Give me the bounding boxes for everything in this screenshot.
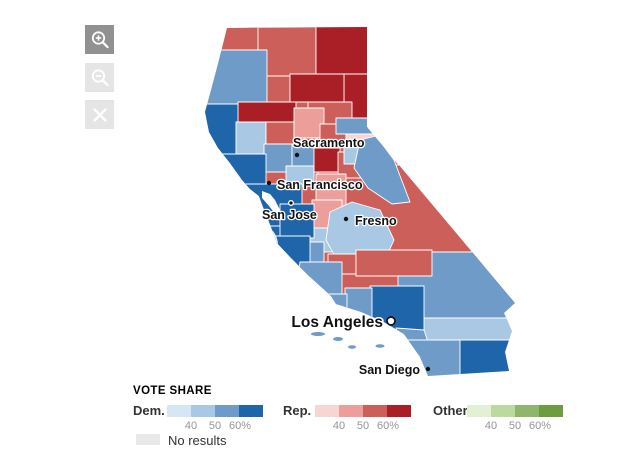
city-label-san-francisco: San Francisco: [277, 178, 363, 192]
zoom-in-button[interactable]: [85, 25, 114, 54]
city-label-sacramento: Sacramento: [293, 136, 365, 150]
map-region[interactable]: [283, 261, 343, 299]
city-label-san-jose: San Jose: [262, 208, 317, 222]
map-region[interactable]: [289, 73, 345, 103]
city-ring-los-angeles: [386, 316, 396, 326]
sf-bay-water: [262, 191, 280, 215]
map-region[interactable]: [355, 249, 433, 277]
map-region[interactable]: [261, 235, 311, 279]
map-region[interactable]: [335, 117, 383, 135]
city-dot-fresno: [343, 216, 349, 222]
island[interactable]: [348, 345, 356, 349]
map-region[interactable]: [198, 49, 268, 105]
island[interactable]: [311, 332, 325, 336]
close-icon: [92, 107, 107, 122]
city-dot-san-jose: [288, 200, 294, 206]
map-region[interactable]: [313, 147, 341, 173]
zoom-out-icon: [91, 68, 109, 86]
island[interactable]: [375, 344, 385, 348]
city-label-san-diego: San Diego: [359, 363, 420, 377]
zoom-out-button[interactable]: [85, 63, 114, 92]
map-region[interactable]: [266, 75, 291, 104]
map-region[interactable]: [237, 101, 297, 125]
map-region[interactable]: [353, 135, 411, 205]
map-region[interactable]: [279, 203, 315, 239]
city-label-fresno: Fresno: [355, 214, 397, 228]
map-region[interactable]: [285, 293, 348, 317]
map-region[interactable]: [235, 121, 267, 155]
city-dot-sacramento: [294, 152, 300, 158]
city-dot-san-francisco: [266, 180, 272, 186]
island[interactable]: [333, 337, 343, 341]
map-region[interactable]: [205, 153, 267, 205]
city-dot-san-diego: [425, 366, 431, 372]
map-region[interactable]: [459, 339, 518, 378]
zoom-in-icon: [91, 30, 109, 48]
map-region[interactable]: [315, 20, 373, 75]
city-label-los-angeles: Los Angeles: [291, 314, 383, 331]
close-button[interactable]: [85, 100, 114, 129]
map-region[interactable]: [293, 107, 325, 139]
